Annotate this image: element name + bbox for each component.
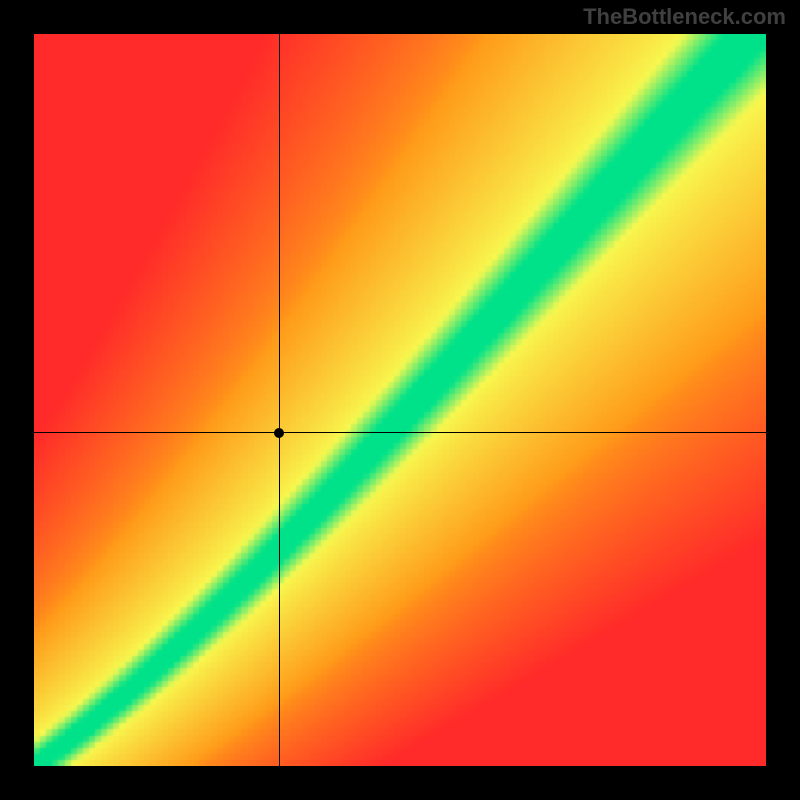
watermark-text: TheBottleneck.com [583, 4, 786, 30]
heatmap-container: TheBottleneck.com [0, 0, 800, 800]
bottleneck-heatmap [34, 34, 766, 766]
